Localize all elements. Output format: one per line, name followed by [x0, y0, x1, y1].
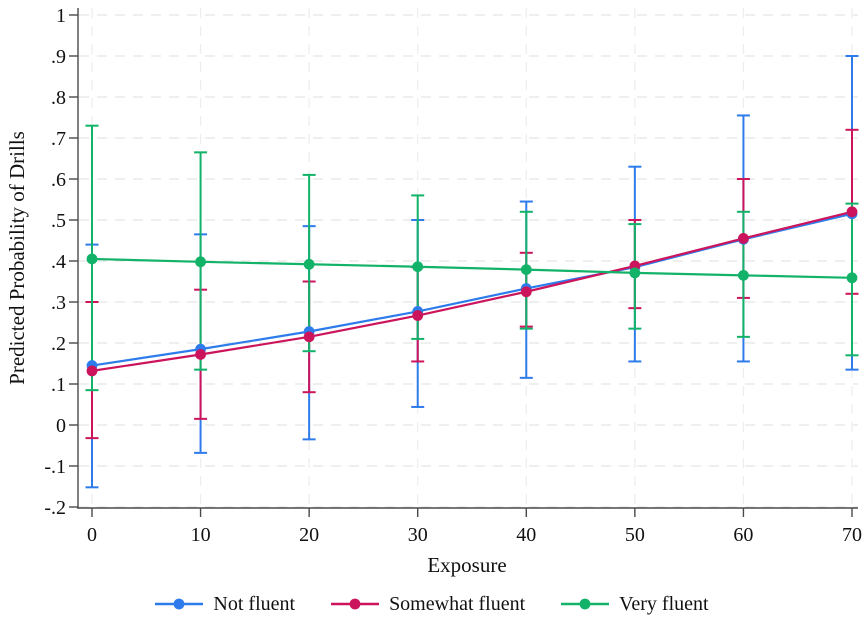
axes [69, 8, 858, 517]
data-point [86, 253, 98, 265]
series-markers-very-fluent [86, 253, 858, 284]
x-tick-label: 60 [733, 524, 753, 546]
legend-marker [331, 598, 380, 610]
data-point [629, 267, 641, 279]
series-layer [85, 55, 859, 489]
gridlines [79, 8, 858, 508]
x-tick-label: 0 [87, 524, 97, 546]
y-tick-label: 1 [56, 5, 66, 27]
legend-marker [155, 598, 204, 610]
data-point [520, 264, 532, 276]
data-point [195, 349, 206, 360]
data-point [738, 233, 749, 244]
x-tick-label: 10 [191, 524, 211, 546]
legend-dot [174, 598, 185, 610]
legend-label: Not fluent [213, 593, 296, 615]
y-tick-label: .4 [51, 251, 66, 273]
legend-marker [561, 598, 610, 610]
data-point [738, 269, 749, 281]
y-tick-label: .2 [51, 333, 66, 355]
legend-item-not-fluent: Not fluent [155, 594, 295, 614]
y-tick-label: .5 [51, 210, 66, 232]
legend-item-somewhat-fluent: Somewhat fluent [331, 594, 525, 614]
x-tick-label: 20 [299, 524, 319, 546]
x-tick-label: 30 [408, 524, 428, 546]
series-markers-somewhat-fluent [86, 206, 858, 377]
y-tick-label: .7 [51, 128, 66, 150]
y-tick-label: -.2 [44, 497, 66, 519]
series-line-very-fluent [91, 257, 853, 279]
data-point [195, 256, 206, 268]
data-point [412, 261, 424, 273]
series-line-somewhat-fluent [91, 210, 853, 372]
data-point [86, 365, 98, 377]
plot-svg: 1 .9 .8 .7 .6 .5 .4 .3 .2 .1 0 -.1 -.2 0 10 20 30 40 50 60 7… [5, 5, 862, 577]
x-tick-label: 40 [516, 524, 536, 546]
data-point [412, 310, 424, 321]
data-point [520, 286, 532, 298]
legend-label: Very fluent [619, 593, 709, 615]
y-tick-label: -.1 [44, 456, 66, 478]
y-axis-title: Predicted Probability of Drills [5, 131, 29, 385]
legend-item-very-fluent: Very fluent [561, 593, 709, 615]
data-point [303, 258, 315, 270]
legend-dot [579, 598, 591, 610]
legend-label: Somewhat fluent [389, 593, 526, 615]
legend: Not fluent Somewhat fluent Very fluent [0, 587, 864, 621]
data-point [846, 206, 858, 218]
data-point [303, 331, 315, 343]
y-tick-label: .8 [51, 87, 66, 109]
y-tick-label: 0 [56, 415, 66, 437]
tick-labels: 1 .9 .8 .7 .6 .5 .4 .3 .2 .1 0 -.1 -.2 0 10 20 30 40 50 60 7… [44, 5, 862, 546]
x-axis-title: Exposure [427, 553, 506, 577]
legend-dot [349, 598, 361, 610]
y-tick-label: .9 [51, 46, 66, 68]
x-tick-label: 70 [842, 524, 862, 546]
y-tick-label: .1 [51, 374, 66, 396]
y-tick-label: .3 [51, 292, 66, 314]
data-point [846, 272, 858, 284]
y-tick-label: .6 [51, 169, 66, 191]
x-tick-label: 50 [625, 524, 645, 546]
